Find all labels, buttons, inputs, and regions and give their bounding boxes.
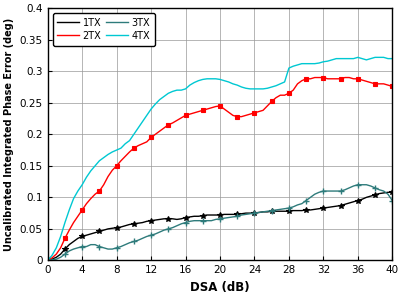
Line: 1TX: 1TX <box>48 192 392 260</box>
4TX <box>235 83 240 87</box>
4TX <box>355 55 360 59</box>
3TX <box>390 199 395 202</box>
2TX <box>360 78 365 82</box>
2TX <box>390 85 395 88</box>
2TX <box>330 77 334 80</box>
3TX <box>343 188 347 192</box>
4TX <box>390 57 395 60</box>
3TX <box>299 202 304 205</box>
1TX <box>235 212 240 216</box>
Line: 2TX: 2TX <box>48 77 392 260</box>
4TX <box>45 259 50 262</box>
2TX <box>299 79 304 83</box>
1TX <box>390 190 395 194</box>
3TX <box>261 210 266 214</box>
3TX <box>45 259 50 262</box>
2TX <box>347 76 352 79</box>
4TX <box>261 87 266 91</box>
1TX <box>343 203 347 206</box>
2TX <box>235 115 240 118</box>
1TX <box>325 206 330 209</box>
4TX <box>360 57 365 60</box>
4TX <box>325 59 330 63</box>
1TX <box>261 210 266 214</box>
1TX <box>386 190 391 194</box>
Y-axis label: Uncalibrated Integrated Phase Error (deg): Uncalibrated Integrated Phase Error (deg… <box>4 18 14 251</box>
Legend: 1TX, 2TX, 3TX, 4TX: 1TX, 2TX, 3TX, 4TX <box>52 13 155 46</box>
1TX <box>355 199 360 202</box>
3TX <box>355 183 360 187</box>
1TX <box>45 259 50 262</box>
4TX <box>299 62 304 66</box>
3TX <box>235 215 240 218</box>
2TX <box>312 76 317 79</box>
Line: 3TX: 3TX <box>48 185 392 260</box>
3TX <box>360 183 365 187</box>
2TX <box>261 108 266 112</box>
1TX <box>299 209 304 212</box>
Line: 4TX: 4TX <box>48 57 392 260</box>
4TX <box>343 57 347 60</box>
2TX <box>45 259 50 262</box>
X-axis label: DSA (dB): DSA (dB) <box>190 281 250 294</box>
3TX <box>325 189 330 193</box>
